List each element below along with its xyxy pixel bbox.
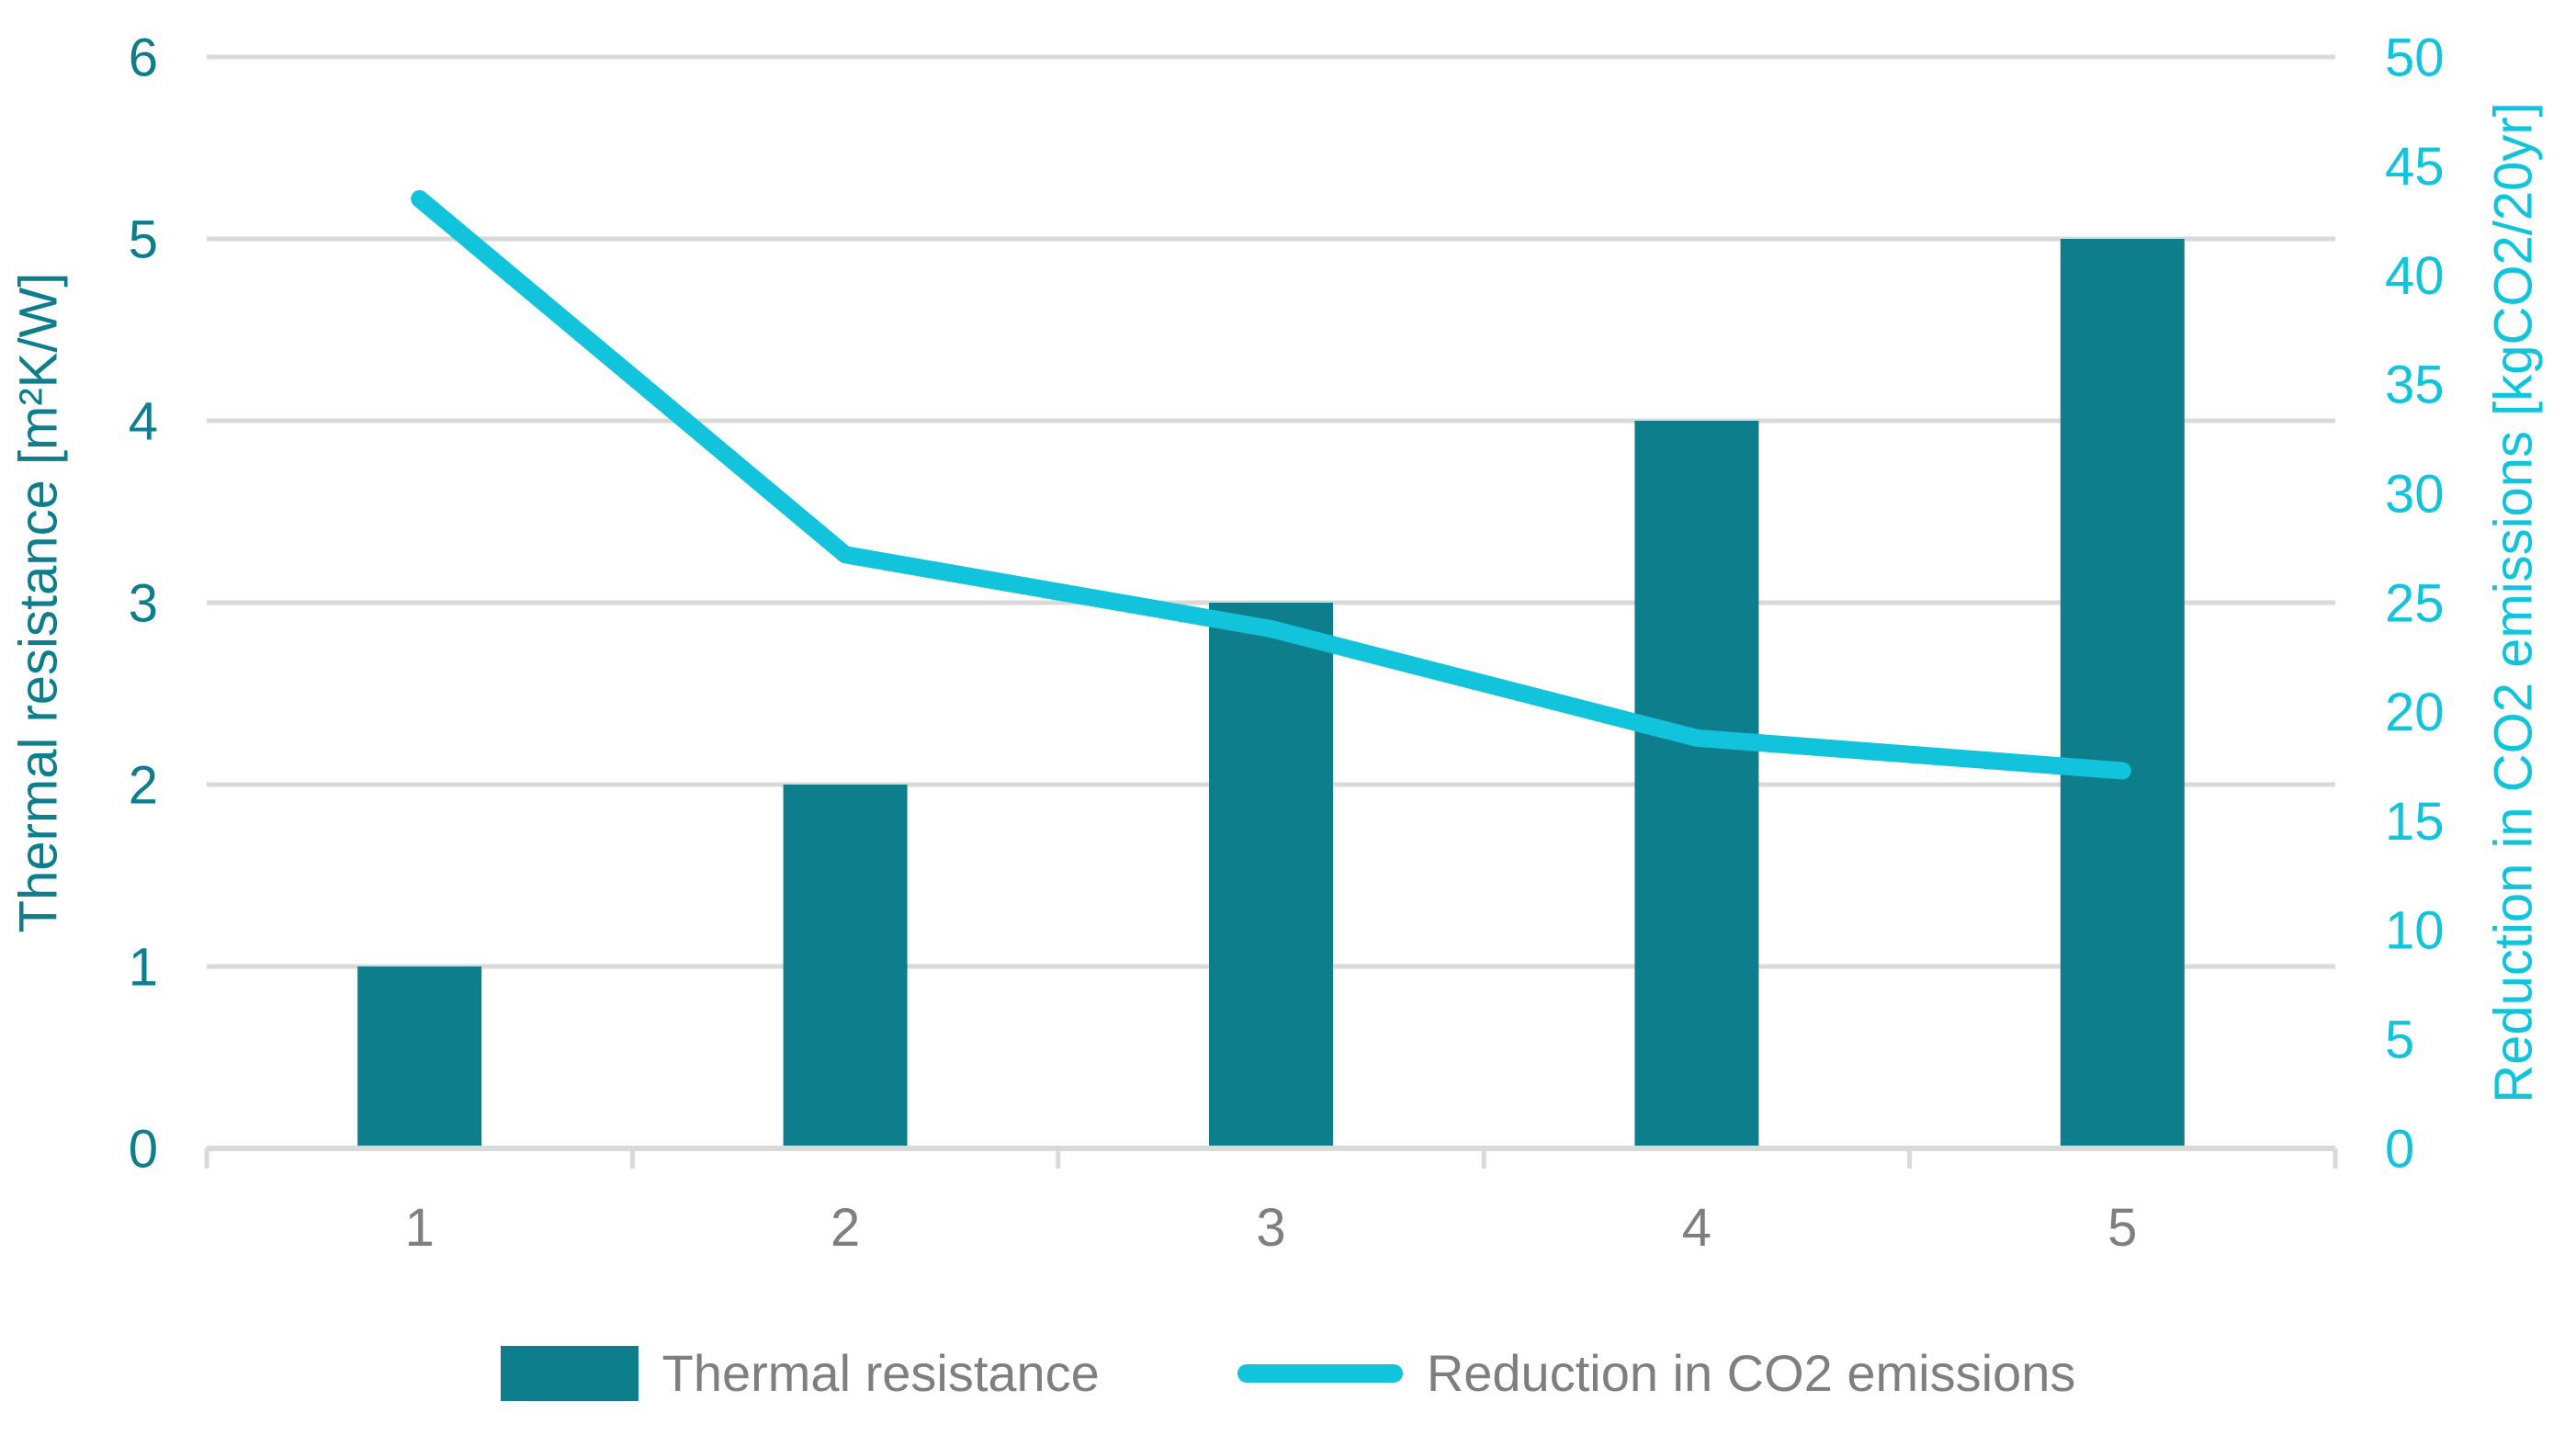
right-tick-label: 20 xyxy=(2385,683,2445,742)
legend-label-thermal-resistance: Thermal resistance xyxy=(661,1344,1100,1402)
left-tick-label: 1 xyxy=(129,937,158,997)
legend-line-swatch xyxy=(1237,1363,1403,1383)
x-tick-label: 5 xyxy=(2107,1198,2137,1258)
right-tick-label: 15 xyxy=(2385,792,2445,852)
right-tick-label: 0 xyxy=(2385,1119,2414,1179)
right-tick-label: 25 xyxy=(2385,573,2445,633)
right-tick-label: 10 xyxy=(2385,901,2445,961)
bar-2 xyxy=(783,785,908,1148)
right-tick-label: 45 xyxy=(2385,137,2445,197)
co2-line-series xyxy=(411,189,2131,780)
x-tick-label: 3 xyxy=(1256,1198,1285,1258)
legend-item-co2-emissions: Reduction in CO2 emissions xyxy=(1237,1343,2076,1403)
legend: Thermal resistance Reduction in CO2 emis… xyxy=(0,1343,2576,1403)
left-tick-label: 6 xyxy=(129,28,158,87)
left-tick-label: 4 xyxy=(129,391,158,451)
legend-bar-swatch xyxy=(500,1345,638,1401)
bar-1 xyxy=(357,966,482,1148)
right-tick-label: 50 xyxy=(2385,28,2445,87)
left-tick-label: 0 xyxy=(129,1119,158,1179)
bar-4 xyxy=(1634,421,1759,1148)
right-tick-label: 30 xyxy=(2385,465,2445,525)
x-tick-label: 2 xyxy=(830,1198,860,1258)
right-tick-label: 5 xyxy=(2385,1011,2414,1070)
x-tick-label: 4 xyxy=(1682,1198,1712,1258)
left-tick-label: 2 xyxy=(129,755,158,815)
right-tick-label: 35 xyxy=(2385,356,2445,415)
bar-3 xyxy=(1209,603,1333,1148)
x-tick-label: 1 xyxy=(405,1198,435,1258)
right-tick-label: 40 xyxy=(2385,246,2445,306)
legend-item-thermal-resistance: Thermal resistance xyxy=(500,1343,1100,1403)
left-tick-label: 3 xyxy=(129,573,158,633)
left-tick-label: 5 xyxy=(129,209,158,269)
legend-label-co2-emissions: Reduction in CO2 emissions xyxy=(1426,1344,2076,1402)
right-axis-title: Reduction in CO2 emissions [kgCO2/20yr] xyxy=(2483,102,2544,1103)
bar-5 xyxy=(2060,239,2185,1148)
